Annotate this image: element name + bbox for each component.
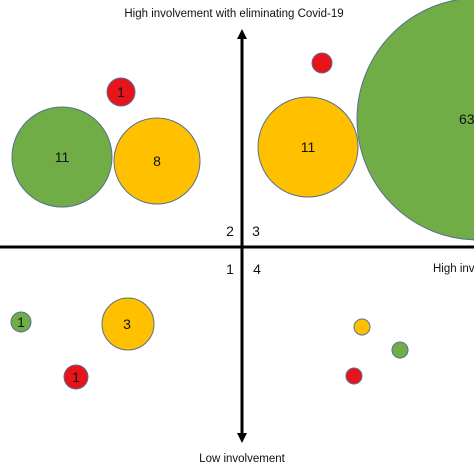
bubble-green-q4-small <box>391 341 409 359</box>
axis-label-bottom: Low involvement <box>199 453 285 465</box>
bubble-green-q2-large <box>11 106 113 208</box>
quadrant-number-4: 4 <box>253 261 261 277</box>
bubble-layer <box>10 0 474 390</box>
bubble-orange-q1 <box>101 297 155 351</box>
bubble-label-layer: 1 11 8 11 63 1 3 1 <box>17 84 474 385</box>
bubble-label: 1 <box>72 369 80 385</box>
bubble-label: 1 <box>17 314 25 330</box>
bubble-red-q4-small <box>345 367 363 385</box>
bubble-green-q3-huge <box>356 0 474 241</box>
bubble-green-q1-small <box>10 311 32 333</box>
bubble-label: 1 <box>117 84 125 100</box>
quadrant-number-1: 1 <box>226 261 234 277</box>
quadrant-number-3: 3 <box>252 223 260 239</box>
bubble-label: 8 <box>153 153 161 169</box>
bubble-label: 11 <box>55 149 70 165</box>
bubble-orange-q3 <box>257 96 359 198</box>
bubble-orange-q2 <box>113 117 201 205</box>
quadrant-number-2: 2 <box>226 223 234 239</box>
bubble-red-q2-top <box>106 77 136 107</box>
bubble-orange-q4-small <box>353 318 371 336</box>
bubble-label: 3 <box>123 316 131 332</box>
bubble-red-q1 <box>63 364 89 390</box>
axis-label-top: High involvement with eliminating Covid-… <box>124 8 343 20</box>
bubble-label: 63 <box>459 111 474 127</box>
axis-label-right: High inv <box>433 263 474 275</box>
bubble-label: 11 <box>301 139 316 155</box>
bubble-red-q3-small <box>311 52 333 74</box>
